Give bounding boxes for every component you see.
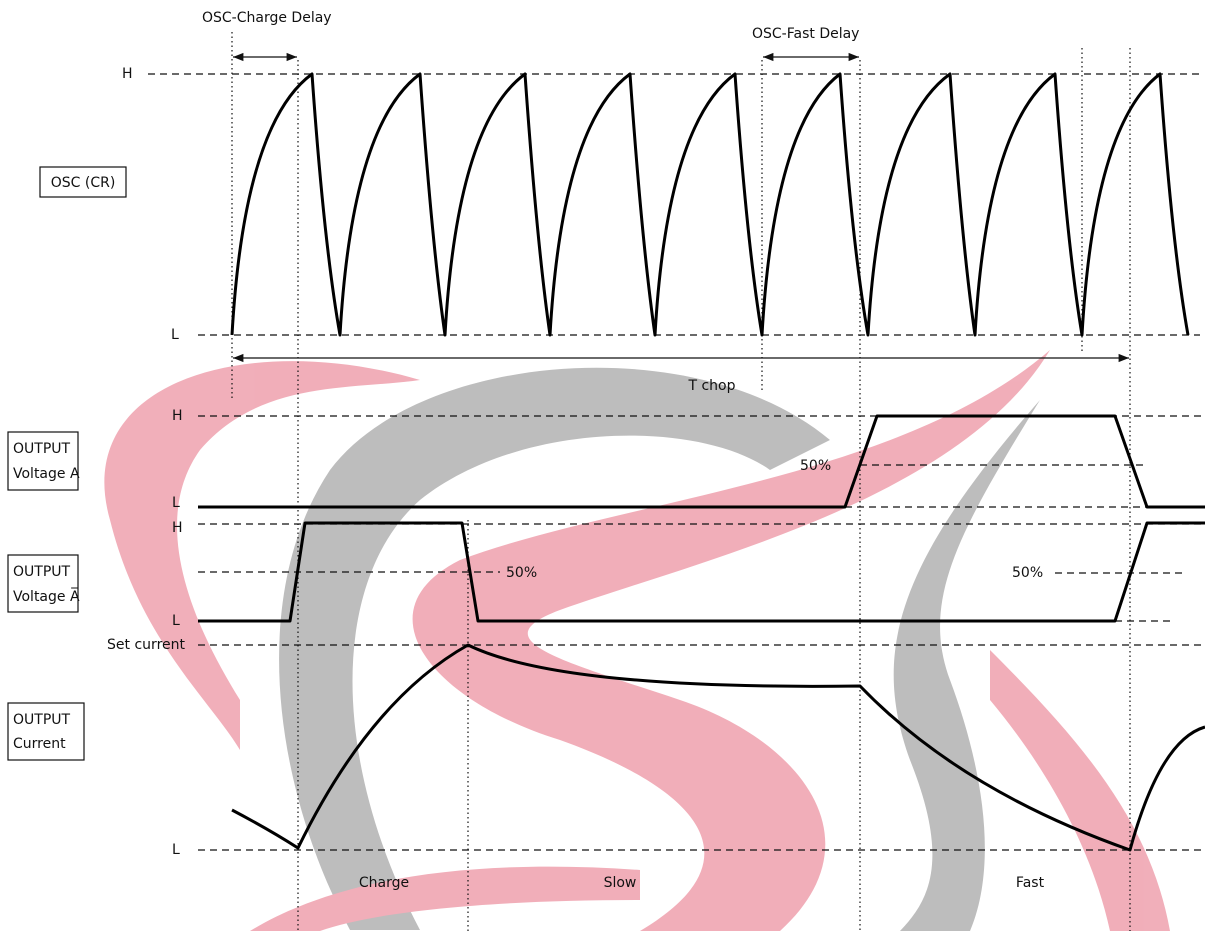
signal-label: OUTPUT <box>13 564 71 580</box>
signal-label: Current <box>13 736 66 752</box>
phase-label: Charge <box>359 875 409 891</box>
phase-label: Slow <box>604 875 637 891</box>
osc-waveform <box>232 74 1188 335</box>
signal-label: Voltage A̅ <box>13 587 80 605</box>
annotation: T chop <box>687 378 735 394</box>
level-label: H <box>122 66 133 82</box>
signal-label: OUTPUT <box>13 441 71 457</box>
annotation: OSC-Fast Delay <box>752 26 859 42</box>
level-label: H <box>172 520 183 536</box>
watermark <box>104 350 1170 931</box>
level-label: L <box>172 842 180 858</box>
timing-diagram: OSC-Charge Delay OSC-Fast Delay T chop H… <box>0 0 1205 931</box>
annotation: OSC-Charge Delay <box>202 10 332 26</box>
signal-label: OUTPUT <box>13 712 71 728</box>
level-label: L <box>172 495 180 511</box>
threshold-label: 50% <box>506 565 537 581</box>
threshold-label: 50% <box>800 458 831 474</box>
level-label: L <box>172 613 180 629</box>
level-label: H <box>172 408 183 424</box>
threshold-label: 50% <box>1012 565 1043 581</box>
level-label: L <box>171 327 179 343</box>
signal-label: Voltage A <box>13 466 80 482</box>
signal-label: OSC (CR) <box>51 175 116 191</box>
phase-label: Fast <box>1016 875 1045 891</box>
level-label: Set current <box>107 637 185 653</box>
